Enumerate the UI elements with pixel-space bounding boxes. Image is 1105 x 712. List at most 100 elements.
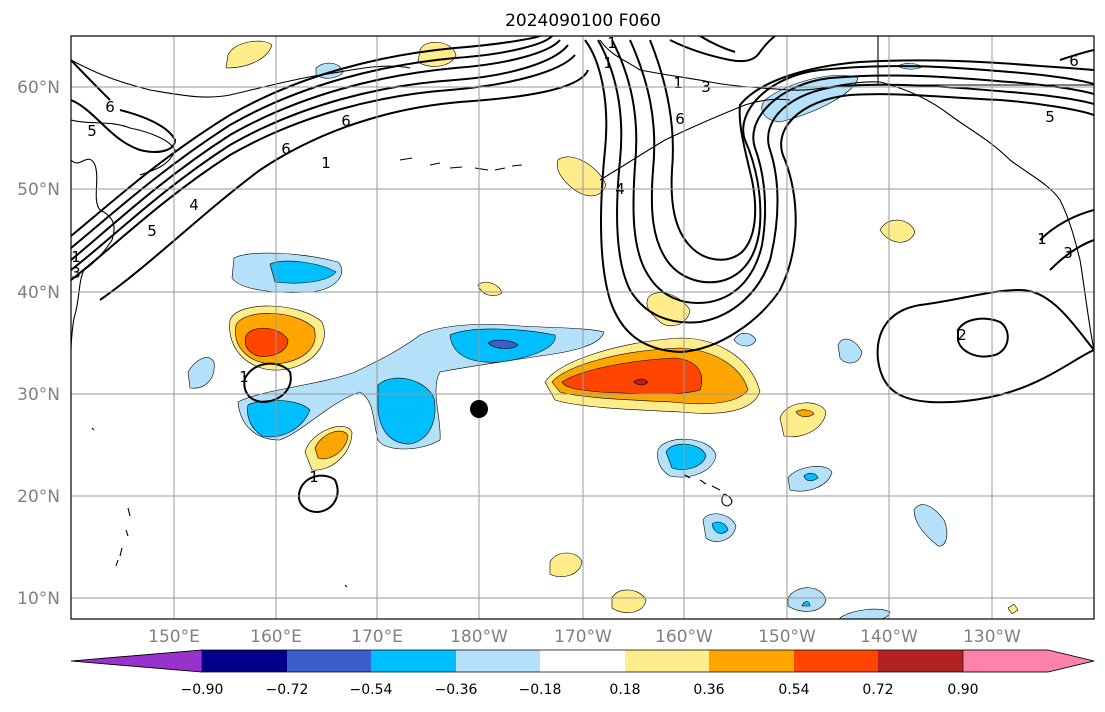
west-pacific-islands	[91, 427, 348, 588]
contour-line	[71, 39, 561, 261]
map-title: 2024090100 F060	[505, 11, 661, 31]
lon-label: 180°W	[450, 627, 508, 647]
contour-label: 5	[1045, 108, 1055, 126]
contour-label: 6	[105, 98, 115, 116]
shade-patch	[665, 443, 707, 470]
colorbar-tick-label: −0.18	[519, 682, 562, 698]
shade-patch	[803, 472, 819, 482]
contour-line	[699, 36, 736, 53]
shade-patch	[795, 409, 815, 418]
lon-label: 170°W	[554, 627, 612, 647]
lon-label: 170°E	[351, 627, 403, 647]
contour-label: 6	[281, 140, 291, 158]
colorbar: −0.90 −0.72 −0.54 −0.36 −0.18 0.18 0.36 …	[70, 649, 1095, 698]
lat-label: 40°N	[17, 283, 60, 303]
shade-patch	[247, 399, 311, 438]
lat-label: 10°N	[17, 589, 60, 609]
shaded-fields	[187, 40, 1019, 619]
colorbar-segment	[625, 650, 709, 672]
contour-line	[71, 44, 569, 271]
colorbar-outline	[70, 649, 1095, 673]
colorbar-tick-label: 0.90	[947, 682, 978, 698]
colorbar-segment	[794, 650, 878, 672]
colorbar-segment	[540, 650, 625, 672]
aleutians	[399, 157, 523, 171]
contour-label: 1	[239, 368, 249, 386]
contour-line	[649, 39, 1094, 261]
contour-label: 3	[1063, 244, 1073, 262]
shade-patch	[269, 260, 337, 284]
shade-patch	[314, 430, 349, 460]
latitude-labels: 60°N 50°N 40°N 30°N 20°N 10°N	[17, 78, 60, 609]
contour-line	[243, 362, 292, 404]
lat-label: 20°N	[17, 487, 60, 507]
contour-line	[629, 39, 1094, 284]
lat-label: 50°N	[17, 180, 60, 200]
contour-label: 6	[675, 110, 685, 128]
shade-patch	[549, 552, 583, 577]
shade-patch	[487, 339, 519, 349]
lon-label: 160°W	[655, 627, 713, 647]
colorbar-segment	[709, 650, 794, 672]
lon-label: 160°E	[250, 627, 302, 647]
contour-line	[876, 288, 1094, 404]
contour-lines	[71, 36, 1094, 514]
lon-label: 140°W	[860, 627, 918, 647]
shade-patch	[837, 338, 863, 364]
lon-label: 150°W	[758, 627, 816, 647]
contour-line	[1059, 49, 1094, 61]
contour-label: 2	[957, 326, 967, 344]
coastline-siberia	[71, 59, 411, 98]
contour-label: 1	[603, 54, 613, 72]
contour-line	[71, 54, 576, 281]
contour-label: 1	[673, 74, 683, 92]
lon-label: 150°E	[148, 627, 200, 647]
storm-center-marker	[470, 400, 488, 418]
contour-line	[1039, 209, 1094, 241]
contour-line	[71, 36, 553, 249]
hawaii	[684, 474, 733, 507]
colorbar-tick-label: 0.18	[609, 682, 640, 698]
colorbar-segment	[878, 650, 963, 672]
colorbar-segment	[287, 650, 371, 672]
shade-patch	[561, 357, 702, 395]
longitude-labels: 150°E 160°E 170°E 180°W 170°W 160°W 150°…	[148, 627, 1021, 647]
colorbar-extend-low	[70, 649, 203, 673]
shade-patch	[733, 332, 757, 347]
shade-patch	[839, 608, 891, 619]
colorbar-segment	[371, 650, 456, 672]
colorbar-tick-label: 0.54	[778, 682, 809, 698]
shade-patch	[801, 601, 811, 607]
colorbar-tick-label: 0.72	[862, 682, 893, 698]
shade-patch	[1007, 603, 1019, 615]
contour-label: 1	[607, 34, 617, 52]
graticule	[71, 36, 1094, 619]
contour-label: 6	[341, 112, 351, 130]
colorbar-segment	[202, 650, 287, 672]
lat-label: 30°N	[17, 385, 60, 405]
coastline-asia	[71, 158, 115, 351]
shade-patch	[611, 589, 647, 613]
contour-label: 3	[71, 264, 81, 282]
contour-label: 6	[1069, 52, 1079, 70]
contour-label: 1	[1037, 230, 1047, 248]
colorbar-segment	[456, 650, 540, 672]
map-frame	[70, 35, 1095, 620]
contour-label: 4	[189, 196, 199, 214]
shade-patch	[377, 377, 436, 445]
colorbar-extend-high	[962, 649, 1095, 673]
shade-patch	[913, 504, 948, 547]
colorbar-tick-label: −0.72	[266, 682, 309, 698]
colorbar-tick-label: −0.36	[435, 682, 478, 698]
shade-patch	[711, 521, 729, 534]
shade-patch	[633, 378, 649, 386]
colorbar-tick-label: −0.54	[350, 682, 393, 698]
contour-line	[298, 474, 339, 514]
contour-label: 1	[71, 248, 81, 266]
shade-patch	[187, 357, 215, 389]
contour-line	[71, 99, 177, 153]
colorbar-tick-label: 0.36	[693, 682, 724, 698]
colorbar-tick-label: −0.90	[181, 682, 224, 698]
contour-label: 1	[309, 468, 319, 486]
